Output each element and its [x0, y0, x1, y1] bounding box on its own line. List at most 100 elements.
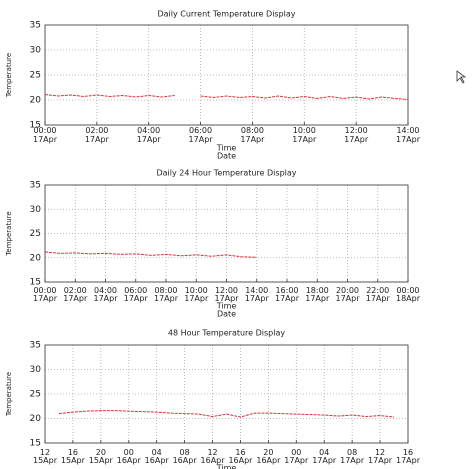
y-tick-label: 35: [30, 21, 41, 31]
x-tick-label-line: 20:00: [336, 286, 359, 295]
x-axis-label: Time: [216, 302, 237, 311]
x-axis-label: Date: [217, 152, 236, 161]
x-tick-label-line: 10:00: [293, 126, 316, 135]
x-tick-label-line: 17Apr: [63, 294, 88, 303]
x-tick-label: 08:00 17Apr: [154, 286, 179, 303]
x-tick-label-line: 12:00: [215, 286, 238, 295]
x-tick-label-line: 17Apr: [93, 294, 118, 303]
x-tick-label-line: 17Apr: [275, 294, 300, 303]
x-tick-label-line: 04:00: [94, 286, 117, 295]
x-tick-label-line: 14:00: [245, 286, 268, 295]
x-tick-label-line: 17Apr: [214, 294, 239, 303]
x-tick-label: 00 16Apr: [117, 448, 142, 465]
x-tick-label-line: 17Apr: [184, 294, 209, 303]
y-tick-label: 20: [30, 96, 42, 106]
x-tick-label-line: 15Apr: [89, 456, 114, 465]
y-tick-label: 35: [30, 181, 41, 191]
x-tick-label-line: 16: [68, 448, 78, 457]
plot-frame: [44, 24, 409, 126]
x-tick-label: 20 15Apr: [89, 448, 114, 465]
x-tick-label-line: 12: [375, 448, 385, 457]
x-axis-label: Date: [217, 310, 236, 319]
x-tick-label-line: 08: [180, 448, 190, 457]
x-tick-label: 10:00 17Apr: [184, 286, 209, 303]
x-tick-label-line: 17Apr: [284, 456, 309, 465]
temperature-line: [44, 251, 257, 258]
x-axis-label: Time: [216, 464, 237, 469]
chart-title: 48 Hour Temperature Display: [168, 329, 286, 338]
x-tick-label-line: 17Apr: [33, 135, 58, 144]
mouse-cursor: [456, 70, 467, 84]
x-tick-label: 04:00 17Apr: [93, 286, 118, 303]
y-tick-label: 25: [30, 390, 41, 400]
x-tick-label-line: 16: [235, 448, 245, 457]
x-tick-label-line: 18:00: [306, 286, 329, 295]
x-tick-label-line: 15Apr: [33, 456, 58, 465]
x-tick-label-line: 16:00: [275, 286, 298, 295]
x-tick-label: 06:00 17Apr: [189, 126, 214, 144]
x-tick-label: 04:00 17Apr: [137, 126, 162, 144]
x-tick-label: 12 16Apr: [201, 448, 226, 465]
x-tick-label-line: 16Apr: [145, 456, 170, 465]
x-tick-label: 16 16Apr: [228, 448, 253, 465]
x-tick-label-line: 18Apr: [396, 294, 421, 303]
x-tick-label-line: 17Apr: [396, 135, 421, 144]
x-tick-label: 20:00 17Apr: [335, 286, 360, 303]
x-tick-label-line: 17Apr: [85, 135, 110, 144]
x-tick-label-line: 22:00: [366, 286, 389, 295]
x-tick-label-line: 08:00: [241, 126, 264, 135]
x-tick-label-line: 17Apr: [335, 294, 360, 303]
x-tick-label-line: 14:00: [396, 126, 419, 135]
x-tick-label: 20 16Apr: [256, 448, 281, 465]
x-tick-label: 04 17Apr: [312, 448, 337, 465]
x-tick-label: 02:00 17Apr: [85, 126, 110, 144]
x-tick-label-line: 17Apr: [340, 456, 365, 465]
plot-frame: [44, 184, 409, 283]
x-tick-label-line: 00:00: [33, 126, 56, 135]
y-axis-label: Temperature: [5, 372, 13, 417]
y-tick-label: 15: [30, 121, 41, 131]
x-tick-label-line: 17Apr: [366, 294, 391, 303]
x-tick-label: 12 15Apr: [33, 448, 58, 465]
x-tick-label: 12:00 17Apr: [344, 126, 369, 144]
x-tick-label-line: 16Apr: [117, 456, 142, 465]
y-tick-label: 15: [30, 439, 41, 449]
x-tick-label-line: 08: [347, 448, 357, 457]
x-tick-label-line: 17Apr: [124, 294, 149, 303]
chart-title: Daily 24 Hour Temperature Display: [156, 169, 296, 178]
y-tick-label: 20: [30, 414, 42, 424]
x-tick-label-line: 17Apr: [344, 135, 369, 144]
x-tick-label: 06:00 17Apr: [124, 286, 149, 303]
temperature-line: [44, 94, 409, 100]
y-tick-label: 20: [30, 253, 42, 263]
x-tick-label-line: 00: [124, 448, 134, 457]
x-tick-label-line: 16Apr: [201, 456, 226, 465]
plot-frame: [44, 344, 409, 444]
x-tick-label-line: 17Apr: [368, 456, 393, 465]
x-tick-label: 08 17Apr: [340, 448, 365, 465]
x-axis-label: Time: [216, 144, 237, 153]
x-tick-label-line: 12: [40, 448, 50, 457]
x-tick-label: 02:00 17Apr: [63, 286, 88, 303]
x-tick-label-line: 10:00: [185, 286, 208, 295]
x-tick-label-line: 04: [152, 448, 162, 457]
x-tick-label-line: 16Apr: [173, 456, 198, 465]
x-tick-label-line: 12:00: [345, 126, 368, 135]
x-tick-label: 12 17Apr: [368, 448, 393, 465]
x-tick-label-line: 20: [96, 448, 106, 457]
x-tick-label-line: 17Apr: [189, 135, 214, 144]
x-tick-label-line: 16Apr: [228, 456, 253, 465]
x-tick-label-line: 17Apr: [33, 294, 58, 303]
x-tick-label-line: 17Apr: [396, 456, 421, 465]
x-tick-label: 14:00 17Apr: [396, 126, 421, 144]
x-tick-label-line: 06:00: [124, 286, 147, 295]
x-tick-label: 00 17Apr: [284, 448, 309, 465]
x-tick-label-line: 16Apr: [256, 456, 281, 465]
x-tick-label: 08 16Apr: [173, 448, 198, 465]
x-tick-label: 12:00 17Apr: [214, 286, 239, 303]
y-tick-label: 25: [30, 229, 41, 239]
x-tick-label: 04 16Apr: [145, 448, 170, 465]
x-tick-label-line: 17Apr: [305, 294, 330, 303]
